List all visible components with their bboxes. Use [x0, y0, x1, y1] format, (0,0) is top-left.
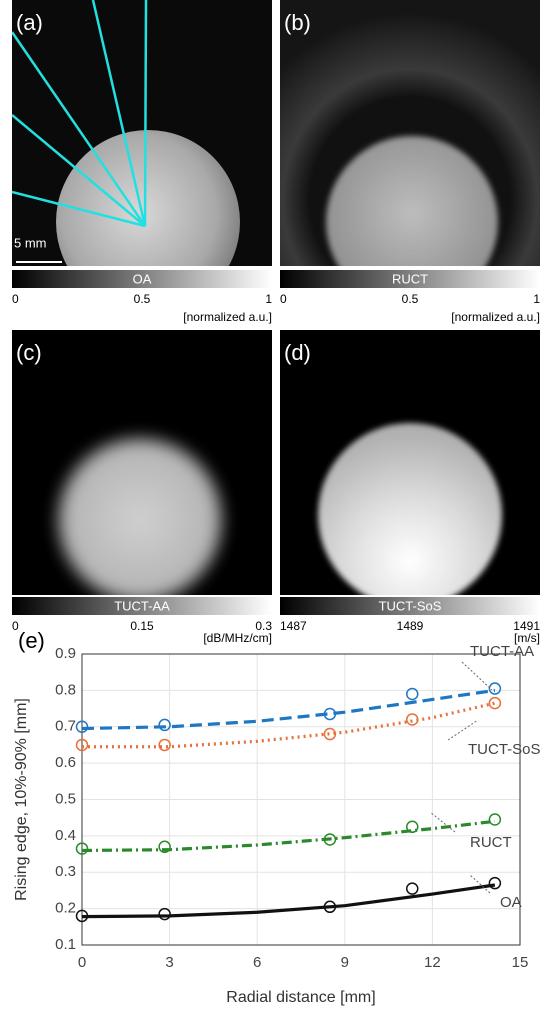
fit-line: [82, 885, 495, 917]
data-point: [489, 698, 500, 709]
colorbar-unit: [normalized a.u.]: [451, 310, 540, 324]
data-point: [159, 909, 170, 920]
colorbar-tick-label: 0: [12, 292, 19, 306]
colorbar-unit: [normalized a.u.]: [183, 310, 272, 324]
colorbar-title: TUCT-AA: [114, 598, 170, 613]
colorbar-title: TUCT-SoS: [379, 598, 442, 613]
y-tick-label: 0.1: [55, 936, 76, 953]
annotation-leader: [448, 720, 478, 740]
data-point: [489, 683, 500, 694]
scale-bar-label: 5 mm: [14, 235, 47, 250]
image-tuct-aa: [12, 330, 272, 602]
y-tick-label: 0.4: [55, 827, 76, 844]
y-tick-label: 0.7: [55, 718, 76, 735]
y-axis-label: Rising edge, 10%-90% [mm]: [13, 698, 30, 901]
y-tick-label: 0.6: [55, 754, 76, 771]
data-point: [159, 739, 170, 750]
x-tick-label: 12: [424, 954, 441, 971]
data-point: [489, 814, 500, 825]
data-point: [407, 883, 418, 894]
y-tick-label: 0.9: [55, 645, 76, 662]
colorbar-tick-label: 0.5: [402, 292, 419, 306]
x-tick-label: 9: [341, 954, 349, 971]
x-axis-label: Radial distance [mm]: [226, 989, 375, 1006]
colorbar-tick-label: 0: [280, 292, 287, 306]
y-tick-label: 0.3: [55, 863, 76, 880]
x-tick-label: 0: [78, 954, 86, 971]
colorbar-unit: [dB/MHz/cm]: [203, 631, 272, 645]
colorbar-title: OA: [133, 271, 152, 286]
fit-line: [82, 690, 495, 728]
series-annotation: RUCT: [470, 834, 512, 851]
colorbar-tick-label: 0.5: [134, 292, 151, 306]
colorbar-tick-label: 0.15: [130, 619, 154, 633]
x-tick-label: 15: [512, 954, 529, 971]
y-tick-label: 0.5: [55, 790, 76, 807]
colorbar-tick-label: 1: [533, 292, 540, 306]
x-tick-label: 6: [253, 954, 261, 971]
colorbar-tick-label: 1487: [280, 619, 307, 633]
panel-label: (b): [284, 10, 311, 35]
figure: (a)5 mmOA00.51[normalized a.u.](b)RUCT00…: [0, 0, 544, 1016]
series-annotation: OA: [500, 894, 522, 911]
annotation-leader: [462, 662, 492, 690]
image-tuct-sos: [280, 330, 540, 607]
panel-label: (a): [16, 10, 43, 35]
series-annotation: TUCT-AA: [470, 643, 534, 660]
image-ruct: [280, 0, 540, 308]
annotation-leader: [470, 875, 490, 893]
fit-line: [82, 703, 495, 747]
data-point: [159, 719, 170, 730]
data-point: [489, 878, 500, 889]
colorbar-tick-label: 1: [265, 292, 272, 306]
colorbar-title: RUCT: [392, 271, 428, 286]
colorbar-tick-label: 1489: [397, 619, 424, 633]
data-point: [407, 714, 418, 725]
panel-label: (c): [16, 340, 42, 365]
series-annotation: TUCT-SoS: [468, 741, 541, 758]
y-tick-label: 0.8: [55, 681, 76, 698]
data-point: [407, 821, 418, 832]
y-tick-label: 0.2: [55, 900, 76, 917]
panel-label: (d): [284, 340, 311, 365]
image-oa: [12, 0, 272, 314]
panel-label: (e): [18, 628, 45, 653]
x-tick-label: 3: [165, 954, 173, 971]
